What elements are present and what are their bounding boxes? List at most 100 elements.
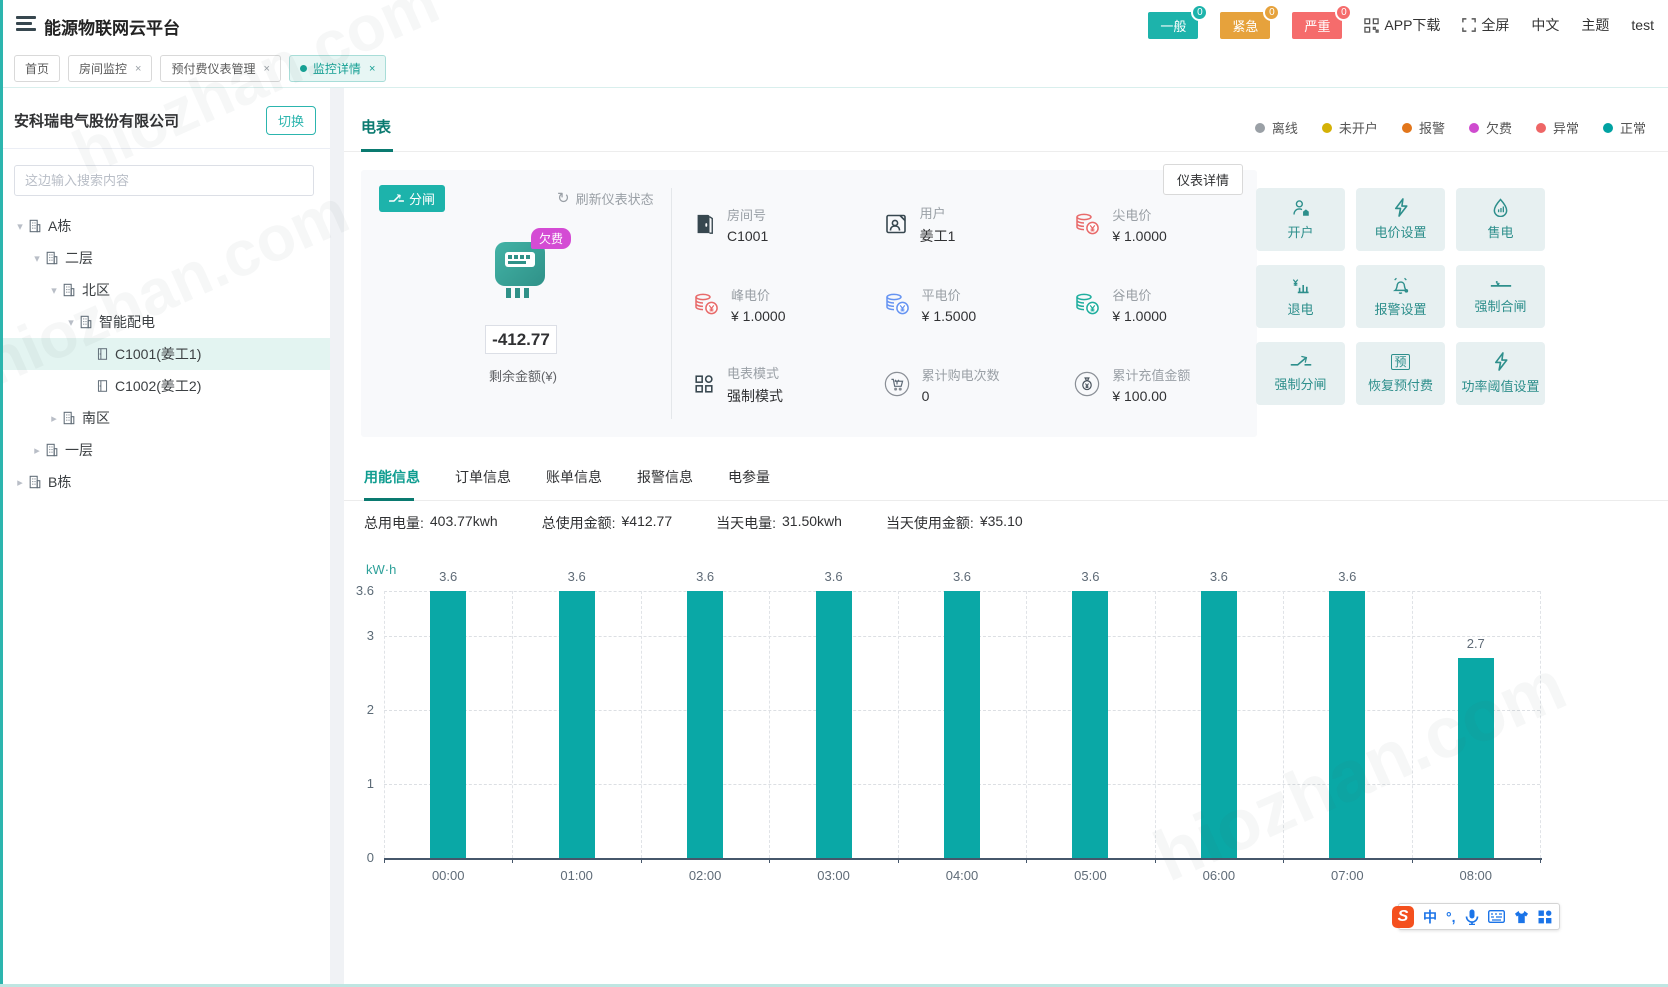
breadcrumb-tab-2[interactable]: 预付费仪表管理 × <box>160 55 280 82</box>
skin-icon[interactable] <box>1514 910 1529 924</box>
info-text: 电表模式强制模式 <box>727 363 783 406</box>
tab-用能信息[interactable]: 用能信息 <box>364 467 420 487</box>
lang-toggle-icon[interactable]: 中 <box>1423 907 1437 927</box>
info-value: ¥ 1.0000 <box>1112 228 1167 244</box>
info-cell-2: 尖电价¥ 1.0000 <box>1060 184 1251 264</box>
tree-item-C1002(姜工2)[interactable]: C1002(姜工2) <box>0 370 330 402</box>
meter-panel: 分闸 ↻ 刷新仪表状态 欠费 -412.77 剩余金额(¥) 房间号C1001用… <box>361 170 1257 437</box>
alarm-badge-2[interactable]: 严重0 <box>1292 12 1342 39</box>
breadcrumb-tab-label: 首页 <box>25 60 49 77</box>
close-icon[interactable]: × <box>263 63 269 75</box>
sogou-logo-icon[interactable]: S <box>1392 906 1414 928</box>
action-强制合闸[interactable]: 强制合闸 <box>1456 265 1545 328</box>
menu-icon[interactable] <box>16 16 36 32</box>
layout-gutter <box>330 88 344 987</box>
mic-icon[interactable] <box>1465 909 1479 925</box>
divider <box>671 188 672 419</box>
info-text: 累计充值金额¥ 100.00 <box>1112 365 1190 404</box>
v-gridline <box>1283 591 1284 858</box>
caret-down-icon[interactable]: ▾ <box>29 252 45 265</box>
y-axis-label: kW·h <box>366 562 396 577</box>
search-input[interactable] <box>14 165 314 196</box>
caret-down-icon[interactable]: ▾ <box>46 284 62 297</box>
tree-item-B栋[interactable]: ▸B栋 <box>0 466 330 498</box>
coins-icon <box>1074 292 1100 316</box>
header-link-0[interactable]: APP下载 <box>1364 15 1440 35</box>
action-售电[interactable]: 售电 <box>1456 188 1545 251</box>
tree-item-一层[interactable]: ▸一层 <box>0 434 330 466</box>
x-tick-label: 01:00 <box>537 868 617 883</box>
alarm-badge-label: 一般 <box>1160 19 1186 34</box>
action-报警设置[interactable]: 报警设置 <box>1356 265 1445 328</box>
fullscreen-icon <box>1462 18 1476 32</box>
tree-item-南区[interactable]: ▸南区 <box>0 402 330 434</box>
tree-item-label: C1002(姜工2) <box>115 376 201 396</box>
header-link-label: APP下载 <box>1384 15 1440 35</box>
caret-right-icon[interactable]: ▸ <box>12 476 28 489</box>
caret-right-icon[interactable]: ▸ <box>46 412 62 425</box>
breadcrumb-tab-3[interactable]: 监控详情× <box>289 55 386 82</box>
caret-down-icon[interactable]: ▾ <box>12 220 28 233</box>
switch-state-badge[interactable]: 分闸 <box>379 185 445 212</box>
header-link-4[interactable]: test <box>1631 17 1654 33</box>
header-link-1[interactable]: 全屏 <box>1462 15 1509 35</box>
qr-icon <box>1364 18 1379 33</box>
bar-value-label: 3.6 <box>1189 569 1249 584</box>
stat-value: ¥412.77 <box>622 513 673 533</box>
action-退电[interactable]: 退电 <box>1256 265 1345 328</box>
info-cell-4: 平电价¥ 1.5000 <box>870 264 1061 344</box>
tree-item-label: C1001(姜工1) <box>115 344 201 364</box>
caret-right-icon[interactable]: ▸ <box>29 444 45 457</box>
alarm-badge-1[interactable]: 紧急0 <box>1220 12 1270 39</box>
y-tick-label: 0 <box>344 850 374 865</box>
keyboard-icon[interactable] <box>1488 910 1505 923</box>
header-link-3[interactable]: 主题 <box>1581 15 1609 35</box>
ime-toolbar[interactable]: S 中 °, <box>1398 903 1560 930</box>
legend-dot-icon <box>1402 123 1412 133</box>
tab-电参量[interactable]: 电参量 <box>728 467 770 487</box>
breadcrumb-tab-1[interactable]: 房间监控× <box>68 55 152 82</box>
breadcrumb-tab-0[interactable]: 首页 <box>14 55 60 82</box>
info-text: 尖电价¥ 1.0000 <box>1112 205 1167 244</box>
tree-item-A栋[interactable]: ▾A栋 <box>0 210 330 242</box>
tab-meter-underline <box>361 149 393 152</box>
grid-icon[interactable] <box>1538 910 1552 924</box>
bolt-icon <box>1494 352 1508 371</box>
stat-label: 总使用金额: <box>542 513 616 533</box>
tab-账单信息[interactable]: 账单信息 <box>546 467 602 487</box>
refresh-icon: ↻ <box>557 191 570 206</box>
info-value: ¥ 1.0000 <box>731 308 786 324</box>
action-强制分闸[interactable]: 强制分闸 <box>1256 342 1345 405</box>
bar-value-label: 3.6 <box>1060 569 1120 584</box>
meter-detail-button[interactable]: 仪表详情 <box>1163 164 1243 195</box>
tree-item-智能配电[interactable]: ▾智能配电 <box>0 306 330 338</box>
company-name: 安科瑞电气股份有限公司 <box>14 110 179 131</box>
alarm-badge-0[interactable]: 一般0 <box>1148 12 1198 39</box>
x-tick-label: 04:00 <box>922 868 1002 883</box>
legend-label: 欠费 <box>1486 118 1512 137</box>
refresh-meter-status[interactable]: ↻ 刷新仪表状态 <box>557 189 654 208</box>
tree-item-二层[interactable]: ▾二层 <box>0 242 330 274</box>
header-link-2[interactable]: 中文 <box>1531 15 1559 35</box>
switch-company-button[interactable]: 切换 <box>266 106 316 135</box>
action-恢复预付费[interactable]: 预恢复预付费 <box>1356 342 1445 405</box>
bar <box>559 591 595 858</box>
v-gridline <box>1540 591 1541 858</box>
tab-meter[interactable]: 电表 <box>361 116 391 137</box>
alarm-badge-label: 严重 <box>1304 19 1330 34</box>
action-电价设置[interactable]: 电价设置 <box>1356 188 1445 251</box>
tree-item-北区[interactable]: ▾北区 <box>0 274 330 306</box>
punct-toggle-icon[interactable]: °, <box>1446 909 1456 925</box>
tab-报警信息[interactable]: 报警信息 <box>637 467 693 487</box>
close-icon[interactable]: × <box>369 63 375 75</box>
caret-down-icon[interactable]: ▾ <box>63 316 79 329</box>
bar <box>944 591 980 858</box>
action-开户[interactable]: 开户 <box>1256 188 1345 251</box>
action-功率阈值设置[interactable]: 功率阈值设置 <box>1456 342 1545 405</box>
close-icon[interactable]: × <box>135 63 141 75</box>
breadcrumb-tab-label: 预付费仪表管理 <box>171 60 255 77</box>
y-tick-label: 3.6 <box>344 583 374 598</box>
tab-订单信息[interactable]: 订单信息 <box>455 467 511 487</box>
tree-item-C1001(姜工1)[interactable]: C1001(姜工1) <box>0 338 330 370</box>
switch-open-icon <box>1290 354 1312 369</box>
